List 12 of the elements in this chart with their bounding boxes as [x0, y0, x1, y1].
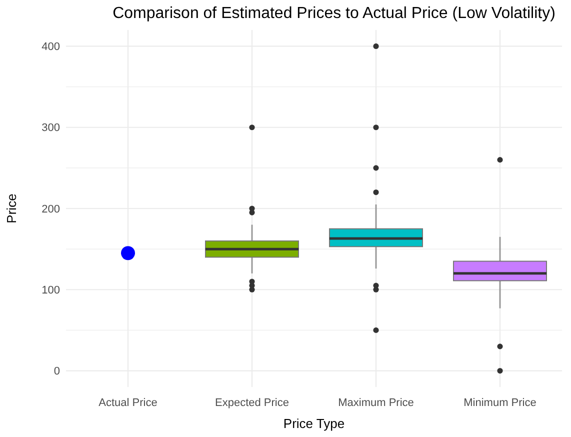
y-tick-label: 400: [42, 41, 60, 54]
y-tick-label: 100: [42, 284, 60, 296]
x-tick-label: Minimum Price: [464, 396, 536, 409]
x-axis-title: Price Type: [283, 416, 345, 431]
y-tick-label: 0: [54, 366, 60, 378]
y-tick-label: 200: [42, 203, 60, 216]
y-tick-label: 300: [42, 122, 60, 134]
y-axis-title: Price: [4, 194, 19, 224]
x-tick-label: Expected Price: [215, 396, 289, 409]
x-tick-label: Maximum Price: [338, 396, 414, 409]
x-tick-label: Actual Price: [98, 396, 158, 409]
chart-title: Comparison of Estimated Prices to Actual Price (Low Volatility): [112, 5, 556, 22]
